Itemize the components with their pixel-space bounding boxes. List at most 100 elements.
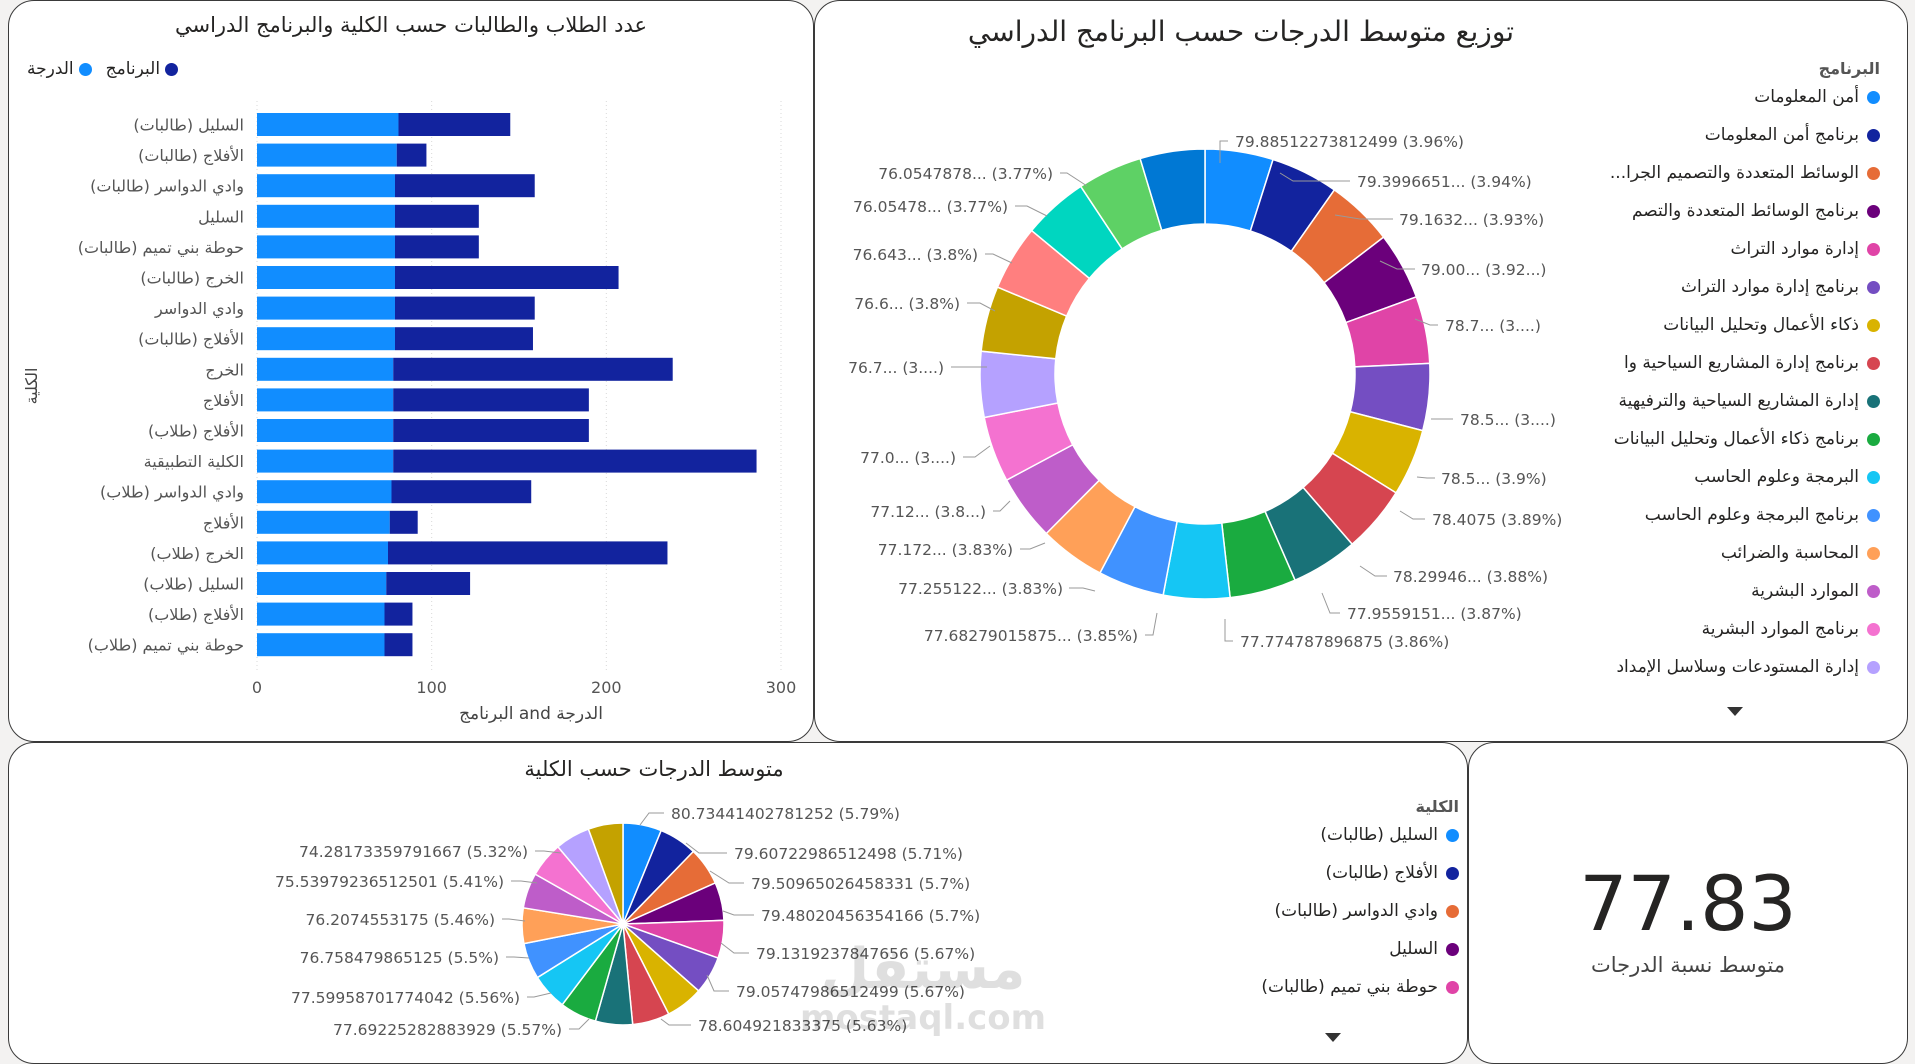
donut-data-label: 78.29946... (3.88%) [1393,568,1548,586]
pie-leader-line [511,880,538,884]
bar-program[interactable] [394,296,535,320]
donut-legend-label: البرمجة وعلوم الحاسب [1694,467,1859,487]
donut-legend-label: برنامج إدارة المشاريع السياحية وا [1624,353,1859,373]
bar-program[interactable] [393,419,589,442]
legend-dot-icon [1867,318,1880,332]
donut-legend-item[interactable]: برنامج إدارة موارد التراث [1555,268,1880,306]
legend-dot-icon [1446,828,1459,842]
bar-degree[interactable] [257,480,392,504]
pie-legend-item[interactable]: وادي الدواسر (طالبات) [1179,892,1459,930]
bar-program[interactable] [384,602,413,626]
bar-degree[interactable] [257,633,385,657]
donut-legend-item[interactable]: ذكاء الأعمال وتحليل البيانات [1555,306,1880,344]
donut-leader-line [1224,619,1233,642]
donut-legend-title: البرنامج [1818,59,1880,78]
bar-degree[interactable] [257,327,395,351]
bar-program[interactable] [391,480,532,504]
donut-leader-line [985,253,1013,264]
bar-program[interactable] [394,174,535,198]
bar-degree[interactable] [257,572,387,595]
y-tick-label: وادي الدواسر (طلاب) [100,483,244,503]
pie-legend-item[interactable]: السليل [1179,930,1459,968]
bar-program[interactable] [394,266,619,289]
donut-slice[interactable] [1139,148,1206,232]
bar-program[interactable] [393,388,589,412]
legend-dot-icon [1446,980,1459,994]
bar-program[interactable] [396,143,427,167]
pie-legend-label: وادي الدواسر (طالبات) [1274,901,1438,921]
x-tick-label: 300 [766,678,797,697]
donut-leader-line [967,302,996,312]
bar-program[interactable] [389,510,418,534]
pie-data-label: 78.604921833375 (5.63%) [698,1017,907,1035]
bar-degree[interactable] [257,113,399,136]
bar-program[interactable] [398,113,511,136]
donut-data-label: 77.255122... (3.83%) [898,580,1063,598]
pie-legend: الكلية السليل (طالبات) الأفلاج (طالبات) وا… [1179,797,1459,1006]
donut-legend-item[interactable]: أمن المعلومات [1555,78,1880,116]
bar-degree[interactable] [257,266,395,289]
y-tick-label: السليل [198,207,244,226]
pie-legend-item[interactable]: السليل (طالبات) [1179,816,1459,854]
donut-data-label: 76.0547878... (3.77%) [878,165,1053,183]
pie-data-label: 79.48020456354166 (5.7%) [761,907,980,925]
bar-degree[interactable] [257,449,394,473]
donut-legend-item[interactable]: إدارة موارد التراث [1555,230,1880,268]
donut-legend-item[interactable]: المحاسبة والضرائب [1555,534,1880,572]
donut-legend-item[interactable]: الوسائط المتعددة والتصميم الجرا... [1555,154,1880,192]
legend-label: البرنامج [105,59,161,79]
donut-data-label: 76.05478... (3.77%) [853,198,1008,216]
donut-legend-item[interactable]: برنامج الموارد البشرية [1555,610,1880,648]
bar-degree[interactable] [257,357,394,381]
pie-chart-title: متوسط الدرجات حسب الكلية [524,757,784,781]
donut-leader-line [1414,318,1438,326]
legend-item-program[interactable]: البرنامج [105,59,179,79]
legend-dot-icon [78,62,92,76]
donut-legend-item[interactable]: برنامج الوسائط المتعددة والتصم [1555,192,1880,230]
bar-degree[interactable] [257,143,397,167]
bar-program[interactable] [394,327,533,351]
pie-legend-item[interactable]: الأفلاج (طالبات) [1179,854,1459,892]
bar-program[interactable] [394,204,479,228]
donut-legend-item[interactable]: برنامج إدارة المشاريع السياحية وا [1555,344,1880,382]
pie-legend-scroll-down-icon[interactable] [1325,1033,1341,1042]
legend-dot-icon [1867,280,1880,294]
y-tick-label: حوطة بني تميم (طالبات) [78,238,244,258]
bar-degree[interactable] [257,235,395,259]
donut-legend-scroll-down-icon[interactable] [1727,707,1743,716]
pie-leader-line [706,974,729,992]
bar-chart-legend: البرنامج الدرجة [27,59,179,79]
bar-program[interactable] [393,357,673,381]
donut-legend-item[interactable]: برنامج أمن المعلومات [1555,116,1880,154]
bar-degree[interactable] [257,296,395,320]
bar-program[interactable] [386,572,471,595]
bar-program[interactable] [384,633,413,657]
bar-degree[interactable] [257,204,395,228]
legend-dot-icon [1867,394,1880,408]
bar-degree[interactable] [257,602,385,626]
donut-legend-label: برنامج الموارد البشرية [1701,619,1859,639]
bar-degree[interactable] [257,510,390,534]
donut-legend-label: برنامج أمن المعلومات [1704,125,1859,145]
legend-item-degree[interactable]: الدرجة [27,59,92,79]
bar-program[interactable] [393,449,757,473]
bar-degree[interactable] [257,419,394,442]
donut-legend-label: برنامج إدارة موارد التراث [1681,277,1859,297]
bar-degree[interactable] [257,388,394,412]
donut-legend-label: إدارة المشاريع السياحية والترفيهية [1618,391,1860,411]
bar-degree[interactable] [257,174,395,198]
x-tick-label: 100 [416,678,447,697]
pie-slice[interactable] [587,822,624,925]
pie-leader-line [722,910,754,916]
bar-program[interactable] [394,235,479,259]
donut-legend-item[interactable]: برنامج البرمجة وعلوم الحاسب [1555,496,1880,534]
donut-legend-item[interactable]: الموارد البشرية [1555,572,1880,610]
donut-legend-item[interactable]: البرمجة وعلوم الحاسب [1555,458,1880,496]
donut-legend-item[interactable]: إدارة المشاريع السياحية والترفيهية [1555,382,1880,420]
pie-legend-item[interactable]: حوطة بني تميم (طالبات) [1179,968,1459,1006]
donut-legend-item[interactable]: إدارة المستودعات وسلاسل الإمداد [1555,648,1880,686]
donut-legend-item[interactable]: برنامج ذكاء الأعمال وتحليل البيانات [1555,420,1880,458]
pie-data-label: 79.60722986512498 (5.71%) [734,845,963,863]
bar-program[interactable] [388,541,668,565]
bar-degree[interactable] [257,541,388,565]
